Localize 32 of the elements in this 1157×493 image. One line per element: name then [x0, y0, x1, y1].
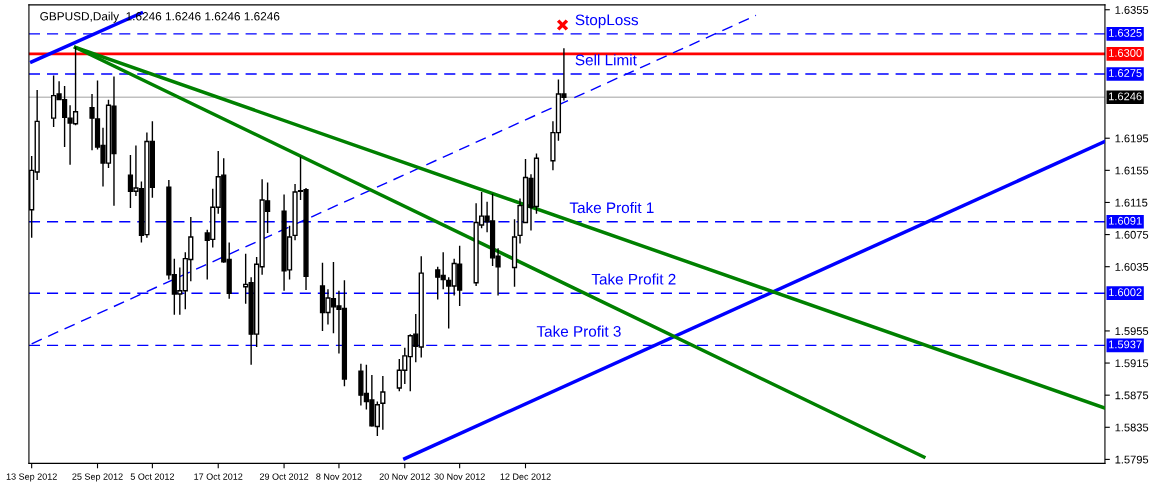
x-tick-label: 20 Nov 2012: [379, 473, 430, 480]
annotation: Sell Limit: [575, 54, 637, 66]
y-tick-label: 1.5875: [1115, 391, 1149, 400]
annotation: Take Profit 2: [591, 273, 676, 285]
x-tick-label: 30 Nov 2012: [434, 473, 485, 480]
annotation: Take Profit 1: [569, 201, 654, 214]
y-tick-label: 1.6035: [1115, 262, 1149, 271]
y-tick-label: 1.5955: [1115, 327, 1149, 336]
x-tick-label: 25 Sep 2012: [72, 473, 123, 482]
y-tick-label: 1.6355: [1115, 6, 1149, 14]
x-tick-label: 5 Oct 2012: [130, 473, 175, 480]
ref-line-label: 1.6300: [1109, 49, 1142, 57]
x-tick-label: 17 Oct 2012: [194, 473, 243, 480]
ref-line-label: 1.6246: [1109, 92, 1142, 101]
ref-line-label: 1.5937: [1109, 340, 1142, 349]
x-tick-label: 13 Sep 2012: [6, 473, 57, 482]
x-tick-label: 29 Oct 2012: [259, 473, 309, 480]
y-tick-label: 1.5795: [1115, 455, 1149, 464]
y-tick-label: 1.6075: [1115, 230, 1149, 239]
annotation: Take Profit 3: [536, 325, 621, 337]
y-tick-label: 1.5915: [1115, 359, 1149, 368]
x-tick-label: 8 Nov 2012: [316, 473, 362, 480]
ref-line-label: 1.6002: [1109, 288, 1142, 297]
x-tick-label: 12 Dec 2012: [500, 473, 551, 480]
y-tick-label: 1.6115: [1115, 198, 1148, 207]
y-tick-label: 1.6195: [1115, 134, 1149, 143]
ref-line-label: 1.6325: [1109, 28, 1142, 37]
ref-line-label: 1.6091: [1109, 216, 1142, 225]
y-tick-label: 1.5835: [1115, 423, 1149, 432]
ref-line-label: 1.6275: [1109, 69, 1142, 77]
y-tick-label: 1.6155: [1115, 166, 1149, 175]
annotation: StopLoss: [575, 14, 639, 29]
